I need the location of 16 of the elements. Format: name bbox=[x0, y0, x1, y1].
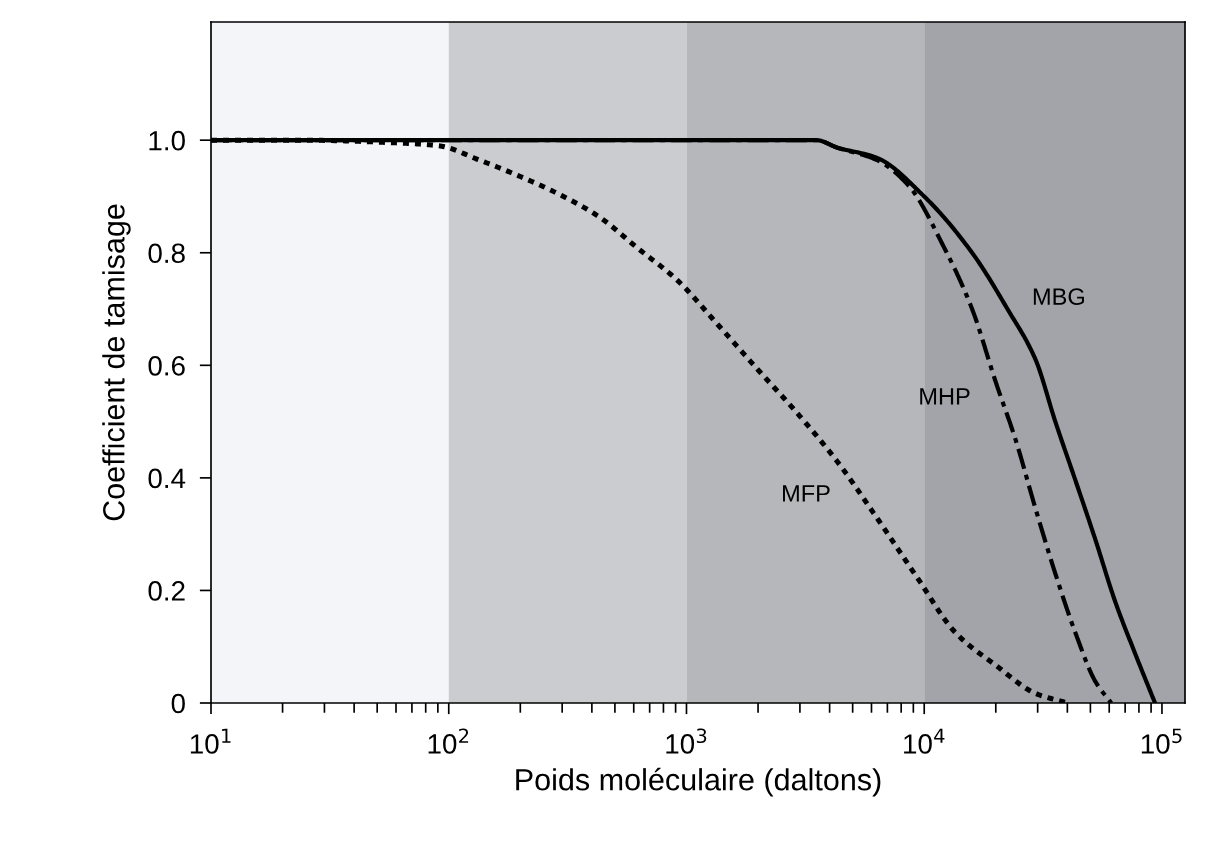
y-axis-title: Coefficient de tamisage bbox=[102, 204, 131, 521]
y-tick-label: 1.0 bbox=[149, 130, 185, 151]
y-tick-label: 0.6 bbox=[148, 355, 185, 376]
series-label: MBG bbox=[1033, 288, 1084, 306]
x-tick-label: 10$^{5}$ bbox=[1141, 728, 1182, 754]
x-tick-label: 10$^{2}$ bbox=[428, 728, 469, 754]
x-tick-label: 10$^{4}$ bbox=[904, 728, 945, 754]
x-axis-title: Poids moléculaire (daltons) bbox=[516, 767, 881, 797]
x-tick-label: 10$^{1}$ bbox=[190, 728, 231, 754]
x-tick-label: 10$^{3}$ bbox=[666, 728, 707, 754]
y-tick-label: 0.8 bbox=[148, 243, 185, 264]
series-label: MHP bbox=[920, 388, 970, 405]
y-tick-label: 0.2 bbox=[148, 581, 185, 601]
series-label: MFP bbox=[783, 485, 830, 502]
y-tick-label: 0.4 bbox=[148, 468, 186, 489]
y-tick-label: 0 bbox=[171, 693, 185, 714]
